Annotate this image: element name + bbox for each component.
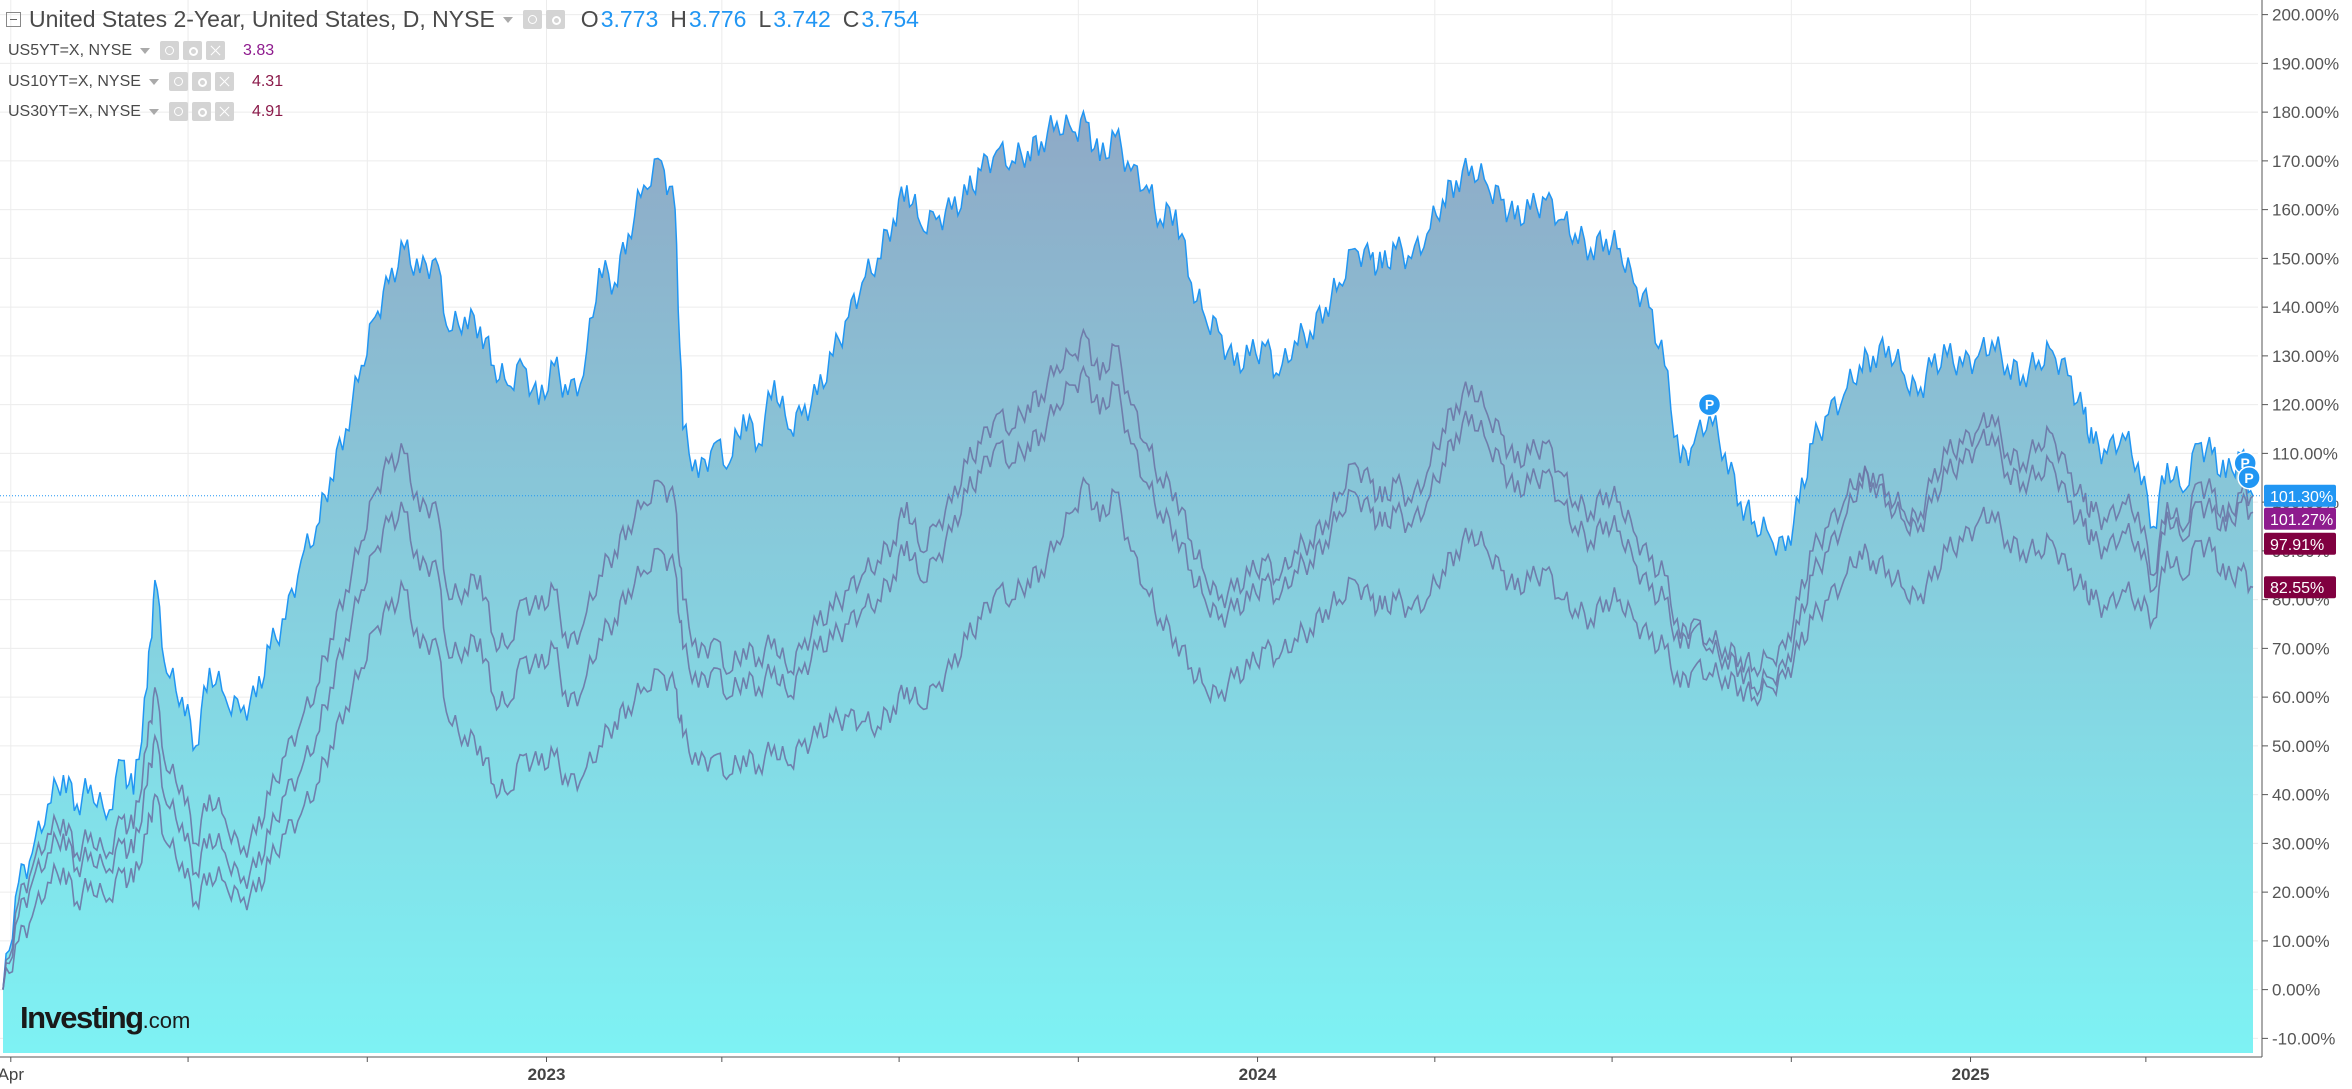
y-tick-label-3: 170.00% — [2272, 152, 2339, 171]
overlay-legend-us30y: US30YT=X, NYSE 4.91 — [8, 102, 283, 121]
high-value: 3.776 — [688, 6, 747, 32]
gear-icon[interactable] — [191, 72, 211, 91]
y-tick-label-8: 120.00% — [2272, 396, 2339, 415]
last-value-label-us10y: 97.91% — [2270, 537, 2324, 554]
gear-icon[interactable] — [183, 41, 203, 60]
y-tick-label-9: 110.00% — [2272, 444, 2338, 463]
eye-icon[interactable] — [168, 102, 188, 121]
x-tick-label-3: 2025 — [1952, 1065, 1990, 1084]
main-series-legend: United States 2-Year, United States, D, … — [6, 6, 919, 33]
overlay-legend-us5y: US5YT=X, NYSE 3.83 — [8, 41, 274, 60]
y-tick-label-17: 30.00% — [2272, 834, 2330, 853]
y-tick-label-20: 0.00% — [2272, 981, 2320, 1000]
open-value: 3.773 — [600, 6, 659, 32]
low-label: L — [758, 6, 772, 32]
eye-icon[interactable] — [160, 41, 180, 60]
chevron-down-icon[interactable] — [502, 16, 513, 23]
marker-label-0: P — [1705, 397, 1714, 413]
marker-label-2: P — [2244, 470, 2253, 486]
y-tick-label-13: 70.00% — [2272, 639, 2330, 658]
overlay-title-us30y[interactable]: US30YT=X, NYSE — [8, 102, 141, 120]
gear-icon[interactable] — [545, 10, 565, 29]
overlay-title-us10y[interactable]: US10YT=X, NYSE — [8, 72, 141, 90]
overlay-legend-us10y: US10YT=X, NYSE 4.31 — [8, 72, 283, 91]
overlay-value-us30y: 4.91 — [251, 102, 284, 120]
marker-0[interactable]: P — [1697, 392, 1722, 417]
series-area-us2y — [3, 111, 2253, 1053]
eye-icon[interactable] — [522, 10, 542, 29]
close-value: 3.754 — [861, 6, 919, 32]
logo-brand: Investing — [20, 1000, 144, 1035]
eye-icon[interactable] — [168, 72, 188, 91]
y-tick-label-7: 130.00% — [2272, 347, 2339, 366]
marker-circle-2 — [2237, 466, 2261, 490]
series-line-us30y — [2, 476, 2254, 990]
close-icon[interactable] — [206, 41, 226, 60]
last-value-label-us5y: 101.27% — [2270, 512, 2333, 529]
y-tick-label-5: 150.00% — [2272, 249, 2339, 268]
open-label: O — [580, 6, 599, 32]
low-value: 3.742 — [773, 6, 831, 32]
marker-2[interactable]: P — [2237, 466, 2261, 490]
main-series-title[interactable]: United States 2-Year, United States, D, … — [29, 6, 495, 32]
close-icon[interactable] — [214, 102, 234, 121]
last-value-label-us2y: 101.30% — [2270, 489, 2333, 506]
series-line-us5y — [2, 327, 2254, 990]
logo-suffix: .com — [142, 1008, 191, 1033]
y-tick-label-0: 200.00% — [2272, 6, 2339, 25]
overlay-title-us5y[interactable]: US5YT=X, NYSE — [8, 41, 133, 59]
high-label: H — [670, 6, 687, 32]
last-value-badge-us10y — [2264, 532, 2336, 555]
x-tick-label-1: 2023 — [528, 1065, 566, 1084]
series-line-us10y — [2, 364, 2254, 990]
collapse-legend-button[interactable] — [6, 12, 21, 27]
series-line-us2y — [2, 108, 2254, 990]
x-tick-label-2: 2024 — [1239, 1065, 1277, 1084]
close-label: C — [842, 6, 860, 32]
gear-icon[interactable] — [191, 102, 211, 121]
y-tick-label-14: 60.00% — [2272, 688, 2330, 707]
marker-label-1: P — [2241, 455, 2250, 471]
last-value-badge-us30y — [2264, 576, 2336, 599]
overlay-value-us10y: 4.31 — [251, 72, 284, 90]
overlay-value-us5y: 3.83 — [243, 41, 275, 59]
chevron-down-icon[interactable] — [140, 47, 151, 54]
y-tick-label-6: 140.00% — [2272, 298, 2339, 317]
y-tick-label-18: 20.00% — [2272, 883, 2330, 902]
y-tick-label-2: 180.00% — [2272, 103, 2339, 122]
y-tick-label-15: 50.00% — [2272, 737, 2330, 756]
last-value-label-us30y: 82.55% — [2270, 580, 2324, 597]
y-tick-label-4: 160.00% — [2272, 201, 2339, 220]
y-tick-label-19: 10.00% — [2272, 932, 2330, 951]
x-tick-label-0: Apr — [0, 1065, 24, 1084]
chevron-down-icon[interactable] — [148, 108, 159, 115]
last-value-badge-us2y — [2264, 484, 2336, 507]
marker-circle-0 — [1697, 392, 1722, 417]
last-value-badge-us5y — [2264, 507, 2336, 530]
close-icon[interactable] — [214, 72, 234, 91]
chevron-down-icon[interactable] — [148, 78, 159, 85]
y-tick-label-21: -10.00% — [2272, 1029, 2335, 1048]
investing-logo: Investing.com — [20, 1000, 190, 1036]
y-tick-label-1: 190.00% — [2272, 54, 2339, 73]
y-tick-label-16: 40.00% — [2272, 786, 2330, 805]
